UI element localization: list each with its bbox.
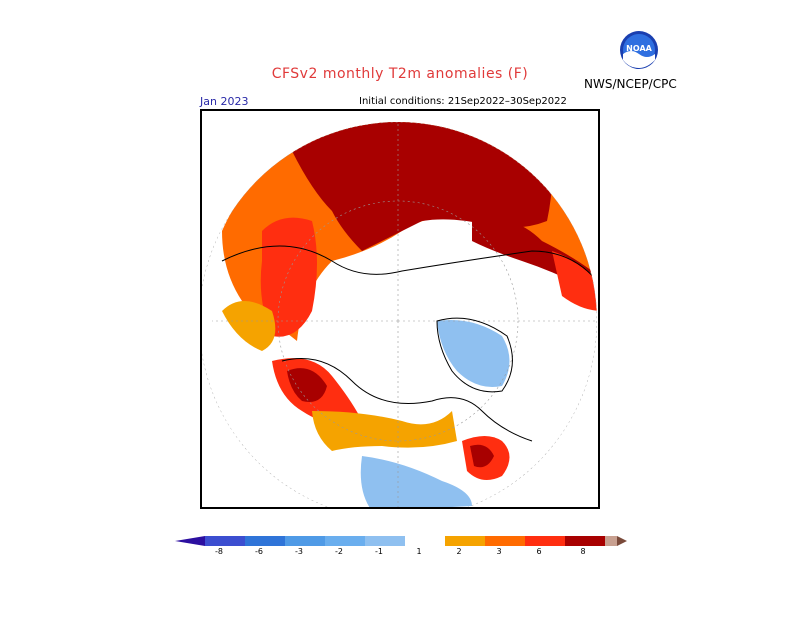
color-scale	[175, 532, 627, 562]
scale-label-neg6: -6	[255, 547, 263, 556]
anomaly-europe-west	[222, 301, 276, 351]
scale-label-6: 6	[536, 547, 542, 556]
anomaly-east-asia	[552, 251, 597, 311]
scale-label-1: 1	[416, 547, 422, 556]
scale-label-neg1: -1	[375, 547, 383, 556]
svg-text:NOAA: NOAA	[626, 44, 652, 53]
agency-label: NWS/NCEP/CPC	[584, 77, 677, 91]
map-title: CFSv2 monthly T2m anomalies (F)	[271, 66, 529, 82]
scale-label-neg3: -3	[295, 547, 303, 556]
scale-label-8: 8	[580, 547, 586, 556]
initial-conditions: Initial conditions: 21Sep2022–30Sep2022	[359, 96, 567, 107]
scale-label-3: 3	[496, 547, 502, 556]
anomaly-east-canada-dark	[470, 444, 494, 468]
forecast-month: Jan 2023	[200, 95, 249, 108]
anomaly-eurasia-dark	[292, 122, 552, 251]
polar-map	[200, 109, 600, 509]
scale-label-neg8: -8	[215, 547, 223, 556]
anomaly-greenland-cool	[437, 320, 510, 387]
anomaly-canada-orange	[312, 411, 457, 451]
scale-label-neg2: -2	[335, 547, 343, 556]
anomaly-west-na-cool	[360, 456, 472, 507]
noaa-logo: NOAA	[619, 30, 659, 70]
scale-label-2: 2	[456, 547, 462, 556]
anomaly-alaska-dark	[287, 368, 327, 402]
